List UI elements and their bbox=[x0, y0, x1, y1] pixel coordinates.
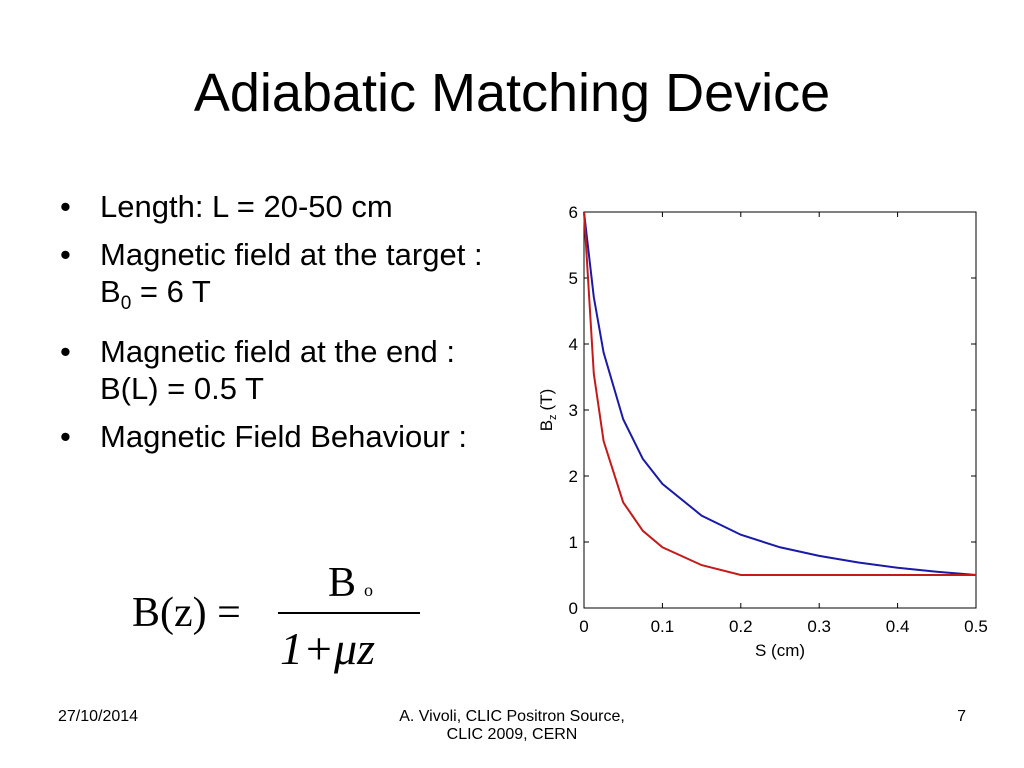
x-tick-label: 0.5 bbox=[964, 617, 988, 636]
bullet: Length: L = 20-50 cm bbox=[58, 188, 483, 225]
bullet: Magnetic Field Behaviour : bbox=[58, 418, 483, 455]
page-number: 7 bbox=[957, 708, 966, 725]
bullet-text: = 6 T bbox=[131, 274, 211, 309]
y-tick-label: 0 bbox=[569, 599, 578, 618]
bullet: Magnetic field at the target : B0 = 6 T bbox=[58, 236, 483, 322]
formula-denominator: 1+μz bbox=[280, 623, 375, 674]
x-tick-label: 0.2 bbox=[729, 617, 753, 636]
x-tick-label: 0.3 bbox=[807, 617, 831, 636]
y-tick-label: 5 bbox=[569, 269, 578, 288]
footer-center: A. Vivoli, CLIC Positron Source, CLIC 200… bbox=[312, 708, 712, 744]
bullet-list: Length: L = 20-50 cm Magnetic field at t… bbox=[58, 188, 483, 466]
series-line bbox=[583, 211, 976, 576]
bullet-text: Length: L = 20-50 cm bbox=[100, 189, 393, 224]
formula-lhs: B(z) = bbox=[132, 590, 241, 636]
bullet-text: Magnetic Field Behaviour : bbox=[100, 419, 468, 455]
series-line bbox=[583, 211, 977, 576]
plot-frame bbox=[583, 211, 977, 609]
bullet-text: Magnetic field at the end : B(L) = 0.5 T bbox=[100, 334, 456, 407]
x-tick-label: 0 bbox=[579, 617, 588, 636]
x-tick-label: 0.1 bbox=[651, 617, 675, 636]
footer-line: CLIC 2009, CERN bbox=[446, 726, 578, 743]
bullet-text: Magnetic field at the target : B bbox=[100, 237, 483, 309]
y-tick-label: 4 bbox=[569, 335, 578, 354]
subscript: 0 bbox=[120, 293, 132, 315]
footer-date: 27/10/2014 bbox=[58, 708, 139, 725]
formula: B(z) = B o 1+μz bbox=[132, 560, 420, 674]
y-tick-label: 6 bbox=[569, 203, 578, 222]
y-tick-label: 1 bbox=[569, 533, 578, 552]
chart: Bz (T) S (cm) 0 0.1 0.2 0.3 0.4 0.5 0 1 2 3 4 5 6 bbox=[537, 203, 988, 660]
x-tick-label: 0.4 bbox=[886, 617, 910, 636]
y-label-unit: (T) bbox=[537, 389, 556, 411]
bullet: Magnetic field at the end : B(L) = 0.5 T bbox=[58, 333, 483, 407]
y-axis-label: Bz (T) bbox=[537, 389, 559, 432]
footer-line: A. Vivoli, CLIC Positron Source, bbox=[399, 708, 625, 725]
y-tick-label: 2 bbox=[569, 467, 578, 486]
y-label-main: B bbox=[537, 420, 556, 431]
slide-title: Adiabatic Matching Device bbox=[193, 63, 831, 123]
x-axis-label: S (cm) bbox=[755, 641, 805, 660]
formula-numerator: B bbox=[328, 560, 356, 606]
formula-subscript: o bbox=[364, 580, 373, 600]
y-label-sub: z bbox=[547, 414, 559, 420]
y-tick-label: 3 bbox=[569, 401, 578, 420]
